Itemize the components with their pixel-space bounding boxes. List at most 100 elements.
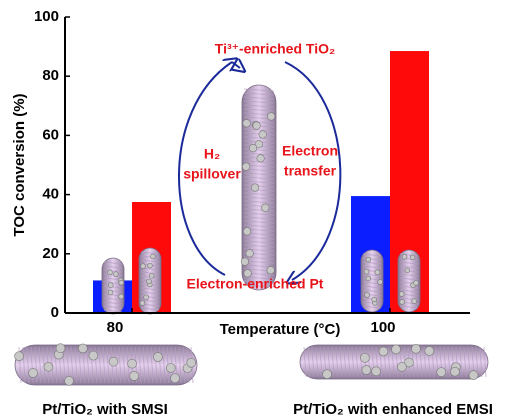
rod-stripe [103,269,123,273]
rod-stripe [387,346,391,378]
rod-stripe [243,100,275,104]
pt-particle [113,271,119,277]
rod-stripe [399,305,419,309]
pt-particle [153,352,163,362]
rod-stripe [307,346,311,378]
rod-stripe [399,277,419,281]
rod-stripe [331,346,335,378]
rod-stripe [399,346,403,378]
rod-stripe [103,273,123,277]
cycle-arrow [285,61,342,280]
rod-stripe [339,346,343,378]
pt-particle [242,162,251,171]
pt-particle [78,343,88,354]
rod-stripe [303,346,307,378]
rod-stripe [243,128,275,132]
pt-particle [107,269,113,276]
pt-particle [363,268,370,275]
rod-stripe [243,220,275,224]
rod-stripe [103,301,123,305]
rod-stripe [399,273,419,277]
rod-stripe [362,253,382,257]
rod-stripe [86,346,90,384]
y-tick-label: 40 [42,186,59,203]
pt-particle [140,263,146,269]
rod-stripe [243,200,275,204]
rod-stripe [243,240,275,244]
pt-particle [108,282,114,288]
pt-particle [378,346,389,357]
annotation: Electron-enriched Pt [187,276,324,292]
x-tick-label: 80 [107,319,124,336]
pt-particle [127,358,137,369]
pt-particle [256,154,265,163]
rod-stripe [243,188,275,192]
rod-stripe [311,346,315,378]
rod-stripe [243,96,275,100]
y-tick-label: 0 [51,304,59,321]
rod-stripe [103,289,123,293]
rod-stripe [243,172,275,176]
rod-stripe [146,346,150,384]
pt-particle [413,280,419,286]
pt-particle [55,343,66,354]
pt-particle [411,343,421,354]
rod-stripe [399,265,419,269]
pt-particle [14,351,24,362]
rod-stripe [140,255,160,259]
rod-stripe [103,297,123,301]
pt-particle [252,121,261,130]
pt-particle [240,257,249,266]
annotation: Electron [282,143,338,159]
caption: Pt/TiO₂ with enhanced EMSI [293,401,493,418]
pt-particle [399,299,405,305]
y-tick-label: 100 [34,8,59,25]
pt-particle [129,371,139,381]
rod-stripe [362,289,382,293]
rod-stripe [140,287,160,291]
pt-particle [242,119,251,128]
rod-stripe [140,291,160,295]
rod-stripe [102,346,106,384]
pt-particle [143,294,149,301]
pt-particle [411,298,417,304]
rod-stripe [140,271,160,275]
pt-particle [186,358,197,368]
rod-stripe [140,251,160,255]
pt-particle [166,363,176,373]
rod-stripe [362,261,382,265]
rod-stripe [243,280,275,284]
pt-particle [364,292,370,298]
rod-stripe [140,307,160,311]
rod-stripe [243,276,275,280]
annotation: Ti³⁺-enriched TiO₂ [215,41,335,57]
annotation: transfer [284,163,337,179]
y-tick-label: 20 [42,245,59,262]
pt-particle [147,262,153,269]
pt-particle [118,279,125,286]
pt-particle [64,376,74,386]
rod-stripe [423,346,427,378]
rod-stripe [243,108,275,112]
rod-stripe [243,88,275,92]
rod-stripe [351,346,355,378]
rod-stripe [243,260,275,264]
rod-stripe [243,176,275,180]
pt-particle [248,144,258,153]
rod-stripe [122,346,126,384]
rod-stripe [467,346,471,378]
pt-particle [118,293,124,300]
rod-stripe [140,299,160,303]
rod-stripe [355,346,359,378]
rod-stripe [103,265,123,269]
rod-stripe [243,196,275,200]
pt-particle [150,253,156,260]
pt-particle [404,267,411,274]
pt-particle [43,361,54,372]
pt-particle [243,269,252,278]
rod-stripe [243,236,275,240]
pt-particle [409,254,416,261]
rod-stripe [26,346,30,384]
rod-stripe [74,346,78,384]
